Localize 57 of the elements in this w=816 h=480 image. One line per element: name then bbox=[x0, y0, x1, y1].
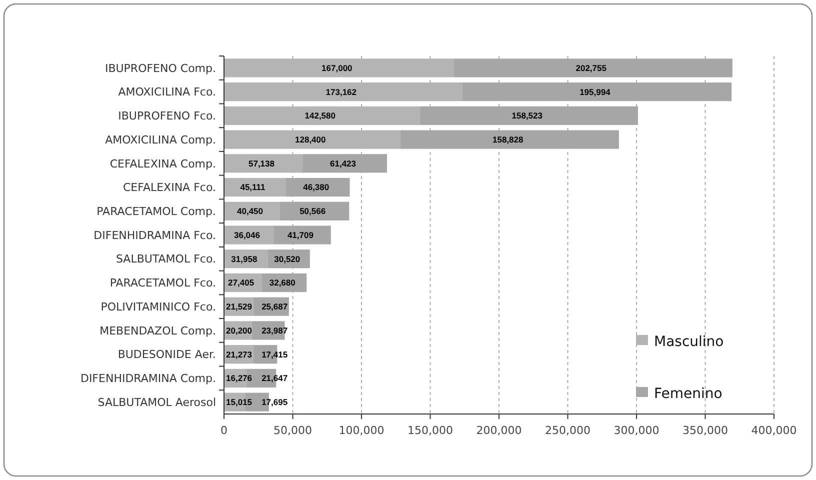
data-label: 17,695 bbox=[262, 397, 288, 408]
data-label: 25,687 bbox=[262, 302, 288, 312]
data-label: 142,580 bbox=[304, 110, 336, 121]
data-label: 202,755 bbox=[576, 62, 607, 73]
y-tick-label: IBUPROFENO Fco. bbox=[118, 110, 216, 123]
y-tick-label: DIFENHIDRAMINA Comp. bbox=[80, 372, 216, 386]
y-tick-label: CEFALEXINA Comp. bbox=[110, 157, 216, 170]
data-label: 158,828 bbox=[492, 134, 524, 145]
data-label: 27,405 bbox=[228, 278, 254, 288]
y-tick-label: AMOXICILINA Fco. bbox=[118, 86, 216, 99]
data-label: 46,380 bbox=[303, 182, 330, 192]
data-label: 21,273 bbox=[226, 349, 252, 360]
y-tick-label: AMOXICILINA Comp. bbox=[105, 133, 216, 146]
data-label: 30,520 bbox=[274, 254, 300, 264]
data-label: 40,450 bbox=[237, 206, 264, 216]
data-label: 32,680 bbox=[269, 278, 296, 288]
data-label: 195,994 bbox=[580, 86, 611, 97]
y-tick-label: IBUPROFENO Comp. bbox=[104, 62, 216, 75]
y-tick-label: POLIVITAMINICO Fco. bbox=[100, 300, 216, 314]
x-tick-label: 300,000 bbox=[614, 424, 660, 437]
y-tick-label: PARACETAMOL Fco. bbox=[110, 276, 216, 290]
data-label: 173,162 bbox=[326, 86, 357, 97]
data-label: 20,200 bbox=[226, 325, 252, 336]
data-label: 21,529 bbox=[226, 302, 252, 312]
legend-label: Femenino bbox=[654, 386, 722, 402]
data-label: 36,046 bbox=[234, 230, 260, 240]
x-tick-label: 100,000 bbox=[338, 424, 384, 437]
data-label: 128,400 bbox=[295, 134, 326, 145]
data-label: 21,647 bbox=[262, 373, 288, 384]
data-label: 15,015 bbox=[226, 397, 252, 408]
y-tick-label: CEFALEXINA Fco. bbox=[123, 181, 216, 194]
x-tick-label: 200,000 bbox=[476, 424, 522, 437]
data-label: 158,523 bbox=[512, 110, 543, 121]
data-label: 57,138 bbox=[248, 158, 275, 168]
data-label: 50,566 bbox=[300, 206, 326, 216]
data-label: 16,276 bbox=[226, 373, 252, 384]
y-tick-label: MEBENDAZOL Comp. bbox=[100, 324, 216, 338]
legend-label: Masculino bbox=[654, 334, 724, 350]
data-label: 45,111 bbox=[240, 182, 266, 192]
y-tick-label: SALBUTAMOL Fco. bbox=[116, 252, 216, 266]
y-tick-label: PARACETAMOL Comp. bbox=[96, 204, 216, 218]
x-tick-label: 150,000 bbox=[408, 424, 453, 437]
data-label: 41,709 bbox=[287, 230, 314, 240]
x-tick-label: 350,000 bbox=[682, 424, 728, 437]
bar bbox=[224, 178, 286, 197]
x-tick-label: 0 bbox=[220, 424, 228, 437]
data-label: 31,958 bbox=[231, 254, 258, 264]
x-tick-label: 250,000 bbox=[545, 424, 590, 437]
x-tick-label: 400,000 bbox=[751, 424, 797, 437]
y-tick-label: BUDESONIDE Aer. bbox=[118, 348, 216, 362]
data-label: 17,415 bbox=[262, 349, 288, 360]
x-tick-label: 50,000 bbox=[274, 424, 312, 437]
y-tick-label: SALBUTAMOL Aerosol bbox=[98, 396, 216, 409]
data-label: 61,423 bbox=[330, 158, 356, 168]
data-label: 23,987 bbox=[262, 325, 288, 336]
data-label: 167,000 bbox=[322, 62, 353, 73]
y-tick-label: DIFENHIDRAMINA Fco. bbox=[94, 228, 216, 242]
